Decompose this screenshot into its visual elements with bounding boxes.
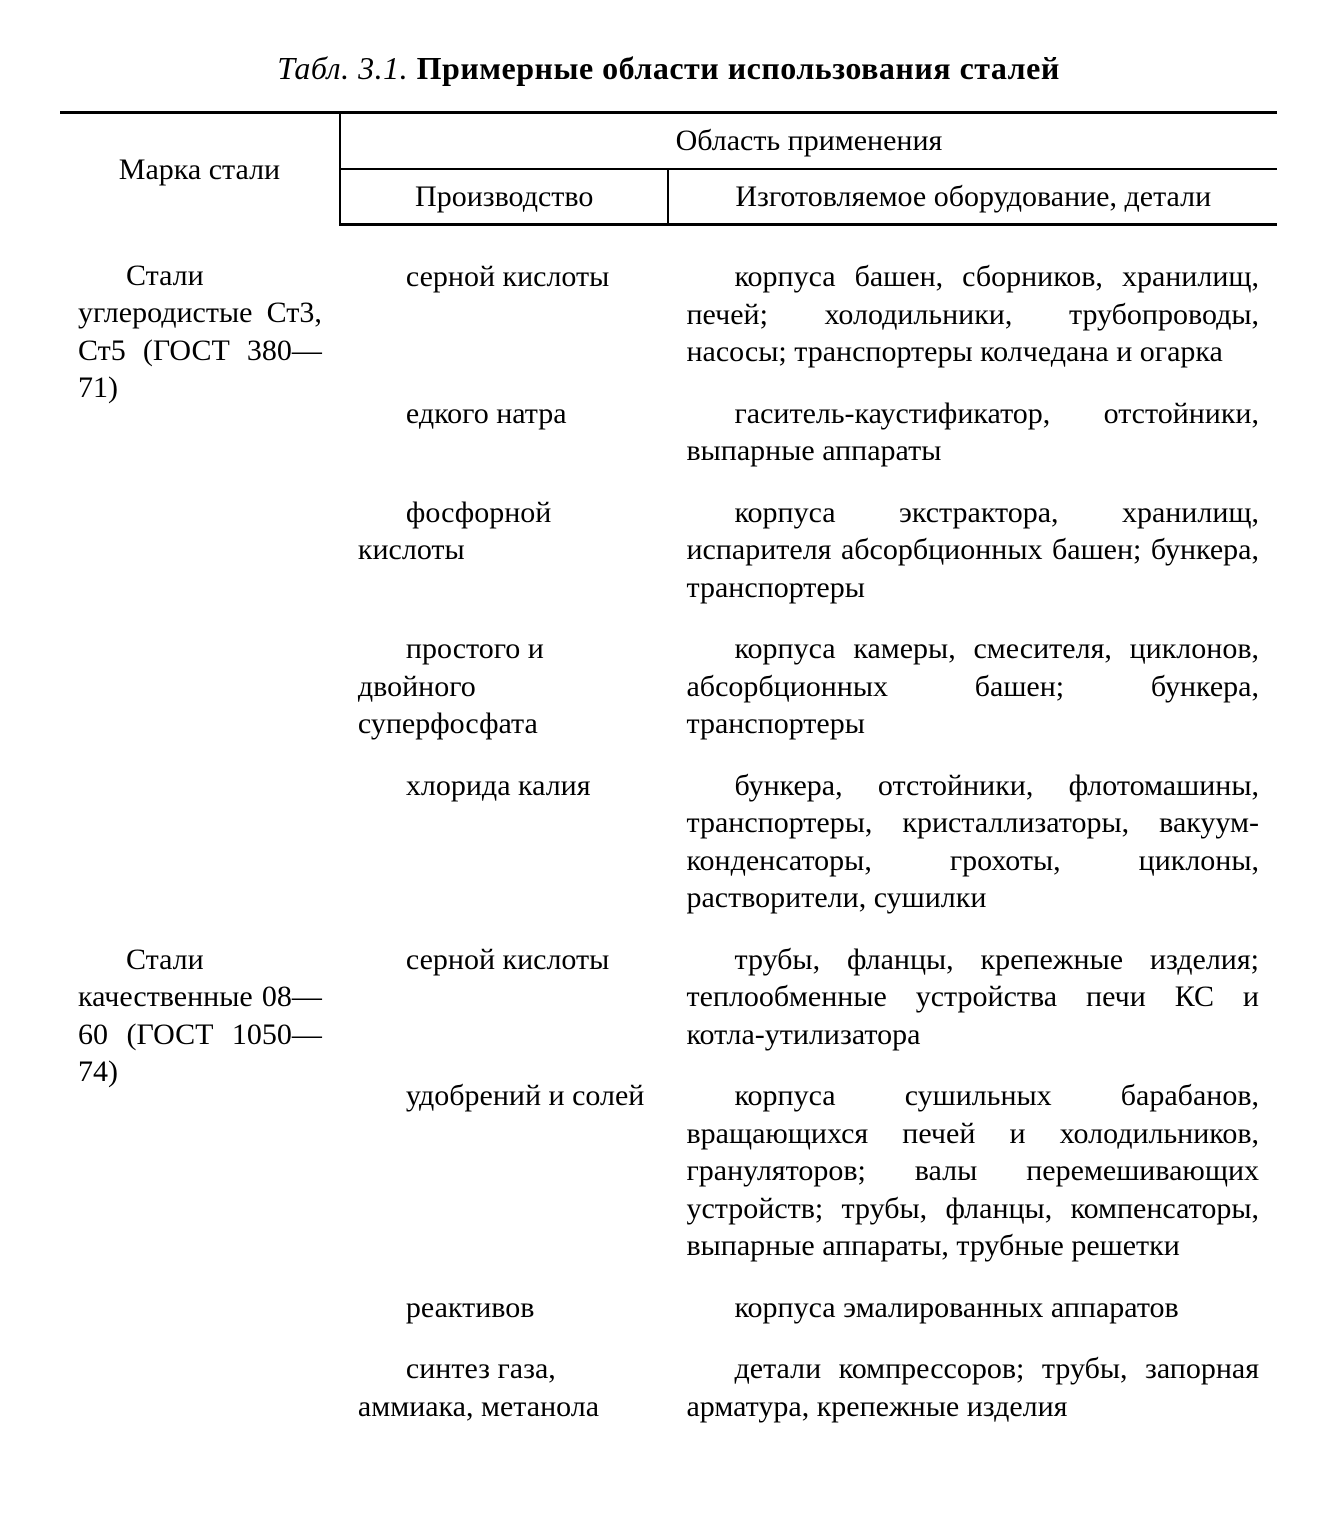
- cell-equip: гаситель-каустификатор, отстойники, выпа…: [668, 385, 1277, 484]
- cell-proizv: простого и двойного суперфосфата: [340, 620, 669, 757]
- cell-proizv: фосфорной кислоты: [340, 484, 669, 621]
- cell-equip: корпуса сушильных барабанов, вращающихся…: [668, 1067, 1277, 1279]
- cell-equip: трубы, фланцы, крепежные изделия; теплоо…: [668, 931, 1277, 1068]
- cell-proizv: синтез газа, аммиака, метанола: [340, 1340, 669, 1439]
- table-row: Стали углеродистые Ст3, Ст5 (ГОСТ 380—71…: [60, 225, 1277, 385]
- table-row: Стали качественные 08—60 (ГОСТ 1050—74)с…: [60, 931, 1277, 1068]
- table-body: Стали углеродистые Ст3, Ст5 (ГОСТ 380—71…: [60, 225, 1277, 1440]
- header-oblast: Область применения: [340, 113, 1277, 169]
- cell-marka: Стали углеродистые Ст3, Ст5 (ГОСТ 380—71…: [60, 225, 340, 931]
- cell-marka: Стали качественные 08—60 (ГОСТ 1050—74): [60, 931, 340, 1440]
- cell-equip: корпуса эмалированных аппаратов: [668, 1279, 1277, 1341]
- table-caption: Табл. 3.1. Примерные области использован…: [60, 50, 1277, 87]
- header-equip: Изготовляемое оборудование, детали: [668, 169, 1277, 225]
- cell-equip: корпуса камеры, смесителя, циклонов, абс…: [668, 620, 1277, 757]
- header-proizv: Производство: [340, 169, 669, 225]
- cell-equip: корпуса экстрактора, хранилищ, испарител…: [668, 484, 1277, 621]
- steel-table: Марка стали Область применения Производс…: [60, 111, 1277, 1439]
- document-page: Табл. 3.1. Примерные области использован…: [0, 0, 1337, 1521]
- caption-title: Примерные области использования сталей: [417, 50, 1060, 86]
- cell-equip: детали компрессоров; трубы, запорная арм…: [668, 1340, 1277, 1439]
- cell-proizv: серной кислоты: [340, 225, 669, 385]
- table-header: Марка стали Область применения Производс…: [60, 113, 1277, 225]
- header-marka: Марка стали: [60, 113, 340, 225]
- cell-proizv: едкого натра: [340, 385, 669, 484]
- cell-equip: корпуса башен, сборников, хранилищ, пече…: [668, 225, 1277, 385]
- caption-label: Табл. 3.1.: [277, 50, 408, 86]
- cell-equip: бункера, отстойники, флотомашины, трансп…: [668, 757, 1277, 931]
- cell-proizv: хлорида калия: [340, 757, 669, 931]
- cell-proizv: реактивов: [340, 1279, 669, 1341]
- cell-proizv: удобрений и солей: [340, 1067, 669, 1279]
- cell-proizv: серной кислоты: [340, 931, 669, 1068]
